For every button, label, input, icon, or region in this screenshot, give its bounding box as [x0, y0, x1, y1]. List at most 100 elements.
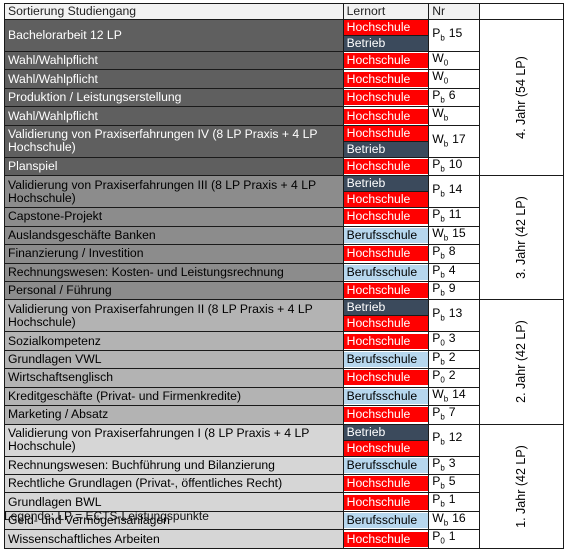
module-name: Capstone-Projekt — [4, 207, 344, 227]
location-hochschule: Hochschule — [344, 407, 428, 423]
table-row: Validierung von Praxiserfahrungen III (8… — [4, 175, 564, 301]
module-number-letter: P — [432, 492, 441, 507]
module-number-value: 9 — [448, 281, 456, 295]
module-number-letter: P — [432, 474, 441, 488]
module-number: Pb 3 — [428, 455, 481, 476]
module-number-letter: P — [432, 331, 441, 346]
location-cell: Hochschule — [342, 156, 430, 177]
location-berufsschule: Berufsschule — [344, 457, 428, 473]
table-row: Validierung von Praxiserfahrungen II (8 … — [4, 299, 564, 425]
module-number-subscript: 0 — [440, 536, 445, 546]
table-header-row: Sortierung Studiengang Lernort Nr — [4, 3, 564, 20]
location-hochschule: Hochschule — [344, 191, 428, 207]
table-row: Wissenschaftliches Arbeiten Hochschule P0 1 — [4, 529, 564, 549]
location-cell: Hochschule — [342, 69, 430, 89]
module-name: Wahl/Wahlpflicht — [4, 50, 344, 71]
module-number-value: 13 — [448, 306, 463, 321]
location-cell: Berufsschule — [342, 386, 430, 407]
year-label-cell: 2. Jahr (42 LP) — [479, 299, 564, 425]
module-number-subscript: b — [440, 189, 445, 199]
header-location: Lernort — [342, 3, 430, 20]
year-label-cell: 3. Jahr (42 LP) — [479, 175, 564, 301]
module-number: Wb 14 — [428, 386, 481, 407]
location-hochschule: Hochschule — [344, 315, 428, 331]
module-number-letter: P — [432, 430, 441, 445]
location-hochschule: Hochschule — [344, 494, 428, 510]
module-number: Pb 5 — [428, 473, 481, 494]
location-berufsschule: Berufsschule — [344, 352, 428, 368]
module-number-value: 7 — [448, 405, 456, 420]
module-number-subscript: b — [440, 33, 445, 43]
module-number-letter: P — [432, 350, 441, 364]
location-cell: Hochschule — [342, 331, 430, 351]
module-name: Wahl/Wahlpflicht — [4, 106, 344, 126]
module-number-letter: P — [432, 25, 441, 40]
location-cell: Hochschule — [342, 280, 430, 301]
curriculum-table: Sortierung Studiengang Lernort Nr Bachel… — [4, 3, 564, 549]
table-row: Sozialkompetenz Hochschule P0 3 — [4, 331, 564, 351]
location-hochschule: Hochschule — [344, 90, 428, 106]
module-number-subscript: 0 — [443, 76, 449, 86]
table-row: Wahl/Wahlpflicht Hochschule W0 — [4, 69, 564, 89]
module-number-letter: P — [432, 281, 441, 295]
location-hochschule: Hochschule — [344, 126, 428, 141]
module-name: Personal / Führung — [4, 280, 344, 301]
module-number: Pb 4 — [428, 262, 481, 282]
location-cell: Betrieb Hochschule — [342, 175, 430, 209]
year-label-cell: 1. Jahr (42 LP) — [479, 423, 564, 549]
table-row: Marketing / Absatz Hochschule Pb 7 — [4, 405, 564, 425]
module-number-value: 17 — [452, 131, 466, 146]
location-cell: Berufsschule — [342, 225, 430, 246]
table-row: Validierung von Praxiserfahrungen IV (8 … — [4, 124, 564, 158]
module-number: Pb 13 — [428, 299, 481, 333]
location-cell: Hochschule — [342, 87, 430, 108]
module-number-letter: W — [432, 131, 444, 146]
location-cell: Hochschule Betrieb — [342, 19, 430, 52]
module-number-subscript: 0 — [443, 58, 449, 68]
table-row: Wirtschaftsenglisch Hochschule P0 2 — [4, 368, 564, 388]
module-name: Validierung von Praxiserfahrungen I (8 L… — [4, 423, 344, 457]
location-hochschule: Hochschule — [344, 246, 428, 262]
module-number: Pb 12 — [428, 423, 481, 457]
module-number: P0 3 — [428, 331, 481, 351]
module-number-subscript: b — [440, 481, 445, 491]
module-number-letter: W — [432, 69, 444, 84]
table-row: Personal / Führung Hochschule Pb 9 — [4, 280, 564, 301]
module-number-subscript: b — [440, 499, 445, 509]
location-hochschule: Hochschule — [344, 476, 428, 492]
module-name: Produktion / Leistungserstellung — [4, 87, 344, 108]
location-hochschule: Hochschule — [344, 370, 428, 386]
location-cell: Hochschule — [342, 207, 430, 227]
legend: Legende: LP = ECTS-Leistungspunkte — [4, 509, 209, 523]
module-number-subscript: b — [443, 113, 449, 123]
module-number-subscript: b — [443, 394, 449, 404]
module-name: Marketing / Absatz — [4, 405, 344, 425]
module-number-letter: P — [432, 88, 441, 102]
module-number-letter: P — [432, 244, 441, 259]
module-number-letter: P — [432, 263, 441, 277]
module-number: P0 1 — [428, 529, 481, 549]
location-hochschule: Hochschule — [344, 283, 428, 299]
module-name: Wirtschaftsenglisch — [4, 368, 344, 388]
module-number-value: 16 — [452, 511, 466, 525]
module-number-subscript: b — [440, 269, 445, 279]
table-row: Capstone-Projekt Hochschule Pb 11 — [4, 207, 564, 227]
table-row: Planspiel Hochschule Pb 10 — [4, 156, 564, 177]
module-number-subscript: b — [440, 288, 445, 298]
module-number-letter: W — [432, 511, 444, 525]
module-name: Bachelorarbeit 12 LP — [4, 19, 344, 52]
location-hochschule: Hochschule — [344, 439, 428, 456]
location-berufsschule: Berufsschule — [344, 388, 428, 404]
module-number: Pb 11 — [428, 207, 481, 227]
location-cell: Hochschule — [342, 106, 430, 126]
table-row: Wahl/Wahlpflicht Hochschule W0 — [4, 50, 564, 71]
module-number: Pb 10 — [428, 156, 481, 177]
table-row: Rechnungswesen: Buchführung und Bilanzie… — [4, 455, 564, 476]
table-row: Rechtliche Grundlagen (Privat-, öffentli… — [4, 473, 564, 494]
table-row: Kreditgeschäfte (Privat- und Firmenkredi… — [4, 386, 564, 407]
module-number-letter: W — [432, 387, 444, 401]
location-cell: Hochschule — [342, 405, 430, 425]
module-number: P0 2 — [428, 368, 481, 388]
module-number: Pb 14 — [428, 175, 481, 209]
location-cell: Hochschule — [342, 368, 430, 388]
